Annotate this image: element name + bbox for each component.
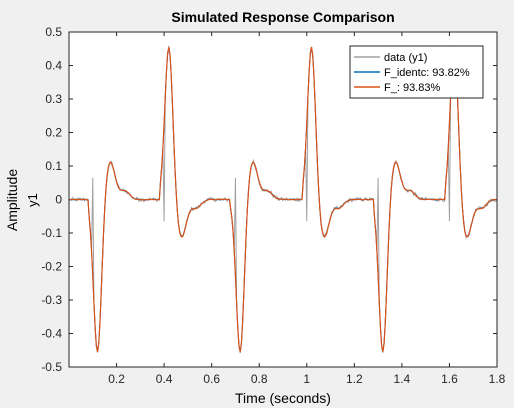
y-tick-label: 0 — [55, 193, 62, 207]
y-tick-label: 0.4 — [45, 59, 62, 73]
series-line-f — [68, 46, 498, 353]
x-tick-label: 0.2 — [108, 372, 125, 386]
y-tick-label: -0.3 — [41, 293, 62, 307]
y-axis-inner-label: y1 — [25, 193, 40, 207]
y-tick-label: 0.2 — [45, 126, 62, 140]
y-tick-label: -0.5 — [41, 360, 62, 374]
x-tick-label: 1.2 — [346, 372, 363, 386]
x-tick-label: 0.4 — [156, 372, 173, 386]
x-tick-label: 1.6 — [441, 372, 458, 386]
x-tick-label: 1 — [303, 372, 310, 386]
y-tick-label: 0.5 — [45, 25, 62, 39]
plot-frame — [68, 31, 498, 368]
legend-entry: data (y1) — [384, 52, 427, 64]
x-axis: 0.2 0.4 0.6 0.8 1 1.2 1.4 1.6 1.8 — [108, 32, 506, 386]
x-tick-label: 0.6 — [203, 372, 220, 386]
legend-entry: F_identc: 93.82% — [384, 67, 470, 79]
y-tick-label: -0.1 — [41, 226, 62, 240]
y-tick-label: -0.2 — [41, 260, 62, 274]
x-tick-label: 1.8 — [489, 372, 506, 386]
y-tick-label: 0.3 — [45, 92, 62, 106]
y-tick-label: -0.4 — [41, 327, 62, 341]
series-line-data — [68, 45, 498, 354]
y-axis: -0.5 -0.4 -0.3 -0.2 -0.1 0 0.1 0.2 0.3 0.4 0.5 — [41, 25, 497, 374]
legend: data (y1) F_identc: 93.82% F_: 93.83% — [349, 45, 484, 99]
x-tick-label: 1.4 — [394, 372, 411, 386]
chart-title: Simulated Response Comparison — [171, 9, 394, 25]
series-lines — [68, 45, 498, 354]
y-tick-label: 0.1 — [45, 159, 62, 173]
legend-entry: F_: 93.83% — [384, 82, 440, 94]
y-axis-outer-label: Amplitude — [4, 169, 20, 231]
x-tick-label: 0.8 — [251, 372, 268, 386]
x-axis-label: Time (seconds) — [235, 390, 331, 406]
legend-box — [349, 45, 484, 99]
